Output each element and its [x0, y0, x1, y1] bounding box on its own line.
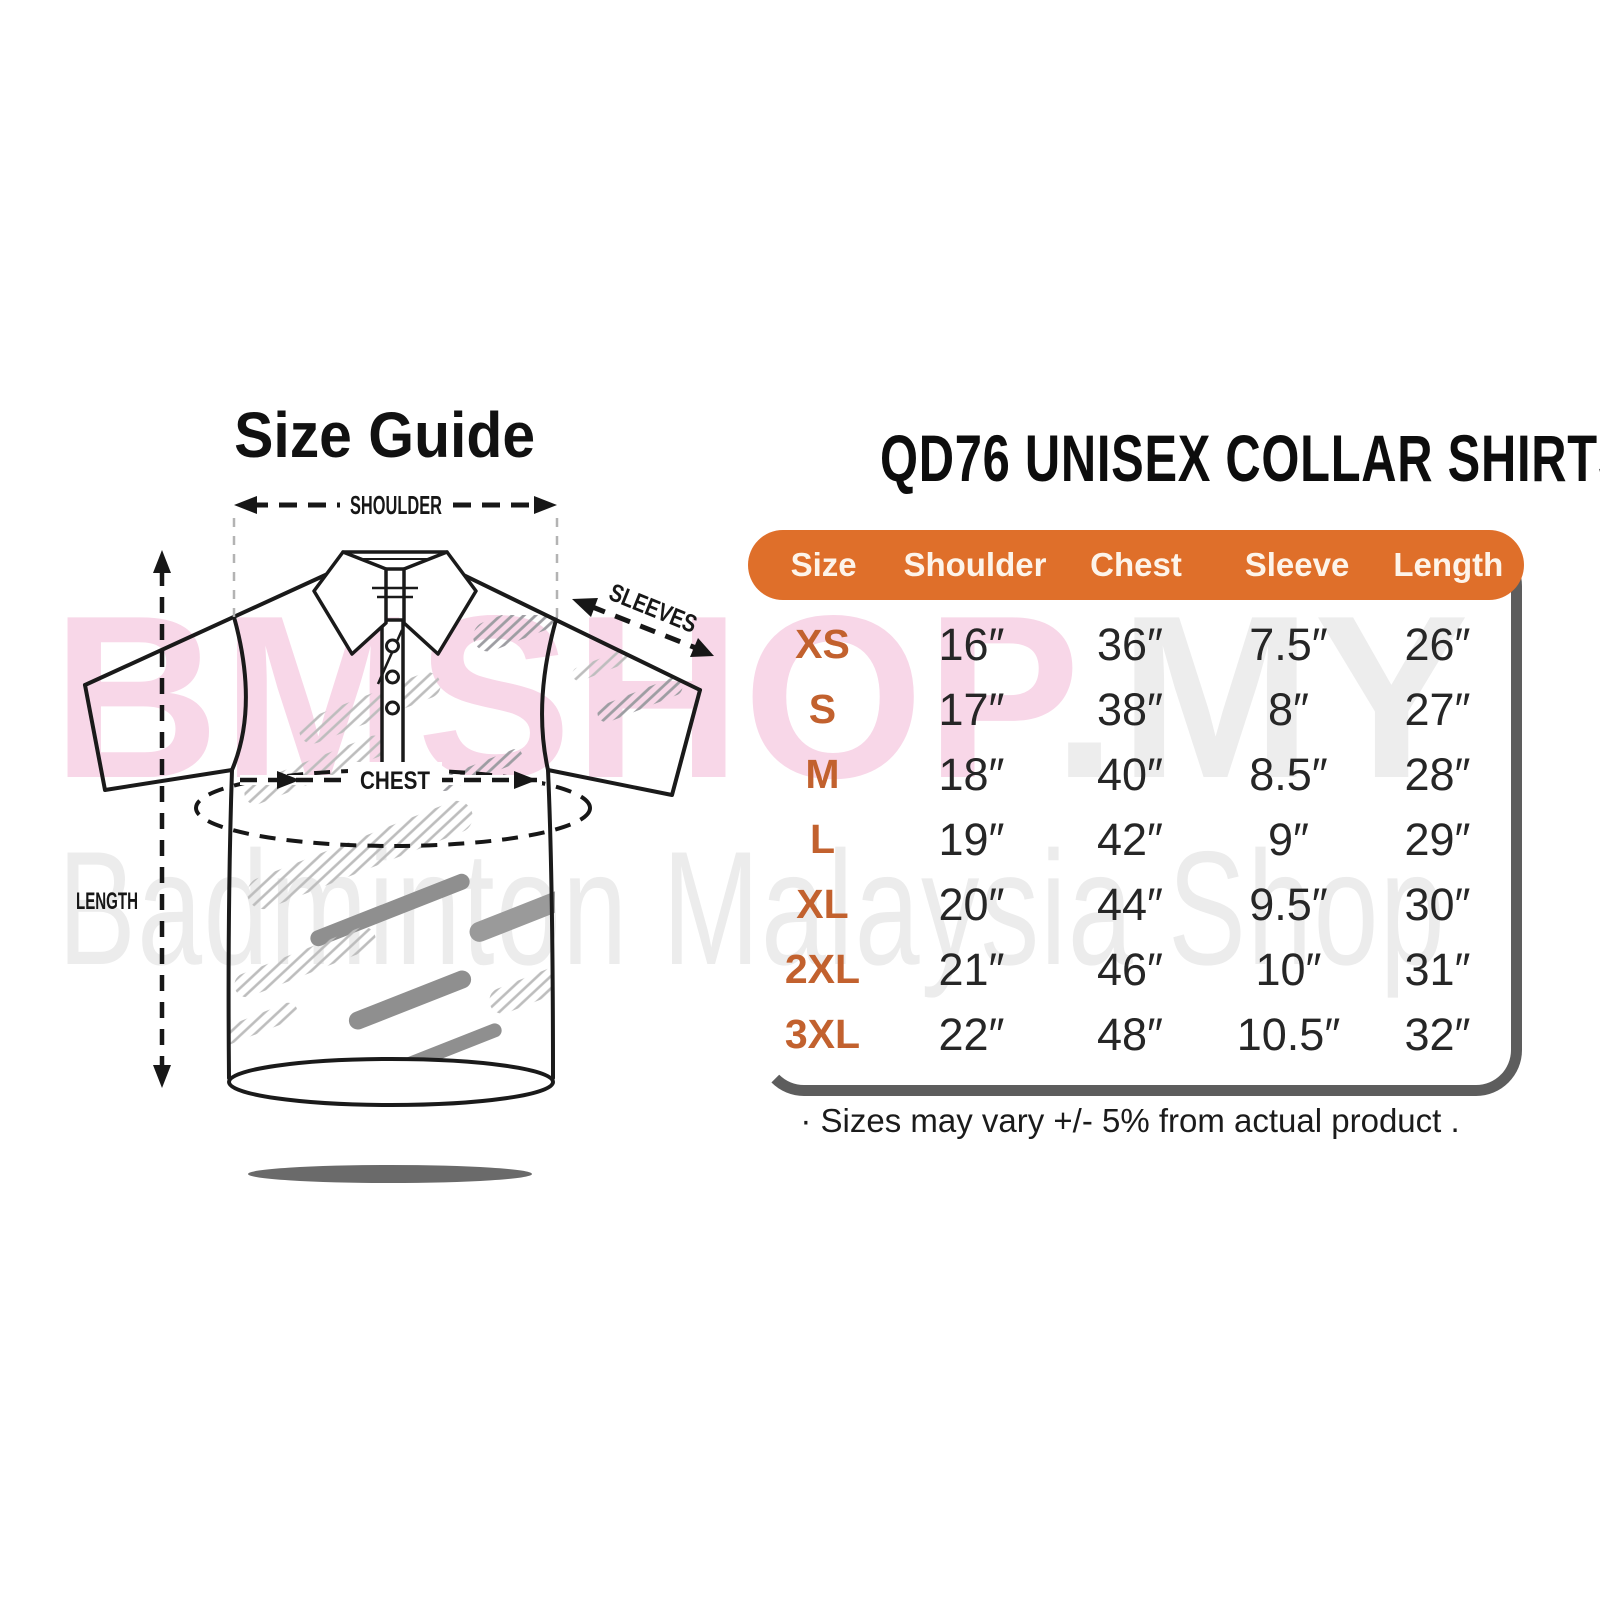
header-chest: Chest	[1090, 546, 1182, 583]
chest-label: CHEST	[360, 767, 430, 795]
sleeve-value: 10″	[1255, 943, 1322, 995]
button-icon	[385, 700, 400, 716]
arrow-right-icon	[514, 771, 537, 789]
sleeve-value: 10.5″	[1236, 1008, 1341, 1060]
table-row: M 18″ 40″ 8.5″ 28″	[748, 742, 1512, 807]
shoulder-value: 17″	[938, 683, 1005, 735]
size-disclaimer-note: · Sizes may vary +/- 5% from actual prod…	[800, 1102, 1460, 1139]
sleeve-value: 8″	[1268, 683, 1309, 735]
header-shoulder: Shoulder	[903, 546, 1047, 583]
length-label: LENGTH	[76, 888, 138, 915]
table-row: S 17″ 38″ 8″ 27″	[748, 677, 1512, 742]
size-table-card	[748, 530, 1512, 1086]
size-value: 2XL	[784, 946, 861, 992]
table-row: L 19″ 42″ 9″ 29″	[748, 807, 1512, 872]
chest-value: 38″	[1096, 683, 1163, 735]
shirt-measurement-diagram: SHOULDER SLEEVES CHEST LENGTH	[76, 486, 714, 1183]
product-title: QD76 UNISEX COLLAR SHIRTS	[879, 421, 1600, 495]
shirt-outline	[83, 564, 702, 1080]
chest-value: 44″	[1096, 878, 1163, 930]
shirt-brush-pattern	[229, 615, 558, 1073]
size-value: 3XL	[784, 1011, 861, 1057]
shirt-collar	[312, 550, 478, 656]
table-row: 3XL 22″ 48″ 10.5″ 32″	[748, 1002, 1512, 1067]
arrow-downright-icon	[690, 638, 714, 657]
length-value: 27″	[1404, 683, 1471, 735]
chest-measure: CHEST	[194, 762, 592, 848]
size-value: S	[808, 686, 837, 732]
shoulder-value: 18″	[938, 748, 1005, 800]
shoulder-value: 16″	[938, 618, 1005, 670]
table-row: XS 16″ 36″ 7.5″ 26″	[748, 612, 1512, 677]
size-value: M	[805, 751, 840, 797]
size-guide-title: Size Guide	[234, 399, 536, 471]
arrow-left-icon	[234, 496, 257, 514]
shoulder-value: 20″	[938, 878, 1005, 930]
table-header-row: Size Shoulder Chest Sleeve Length	[748, 530, 1524, 600]
size-value: XS	[795, 621, 850, 667]
chest-value: 48″	[1096, 1008, 1163, 1060]
length-value: 32″	[1404, 1008, 1471, 1060]
chest-value: 46″	[1096, 943, 1163, 995]
shoulder-measure: SHOULDER	[234, 486, 557, 524]
shirt-ground-shadow	[248, 1165, 532, 1183]
arrow-down-icon	[153, 1065, 171, 1088]
shoulder-value: 19″	[938, 813, 1005, 865]
length-value: 30″	[1404, 878, 1471, 930]
chest-value: 42″	[1096, 813, 1163, 865]
sleeves-measure: SLEEVES	[572, 578, 714, 657]
length-value: 26″	[1404, 618, 1471, 670]
sleeve-value: 8.5″	[1249, 748, 1328, 800]
shoulder-value: 22″	[938, 1008, 1005, 1060]
header-sleeve: Sleeve	[1244, 546, 1350, 583]
table-row: 2XL 21″ 46″ 10″ 31″	[748, 937, 1512, 1002]
chest-value: 36″	[1096, 618, 1163, 670]
button-icon	[385, 669, 400, 685]
size-table-body: XS 16″ 36″ 7.5″ 26″ S 17″ 38″ 8″ 27″ M 1…	[748, 612, 1512, 1067]
length-measure: LENGTH	[76, 550, 171, 1088]
button-icon	[385, 638, 400, 654]
length-value: 29″	[1404, 813, 1471, 865]
arrow-upleft-icon	[572, 598, 598, 617]
sleeve-value: 9.5″	[1249, 878, 1328, 930]
length-value: 31″	[1404, 943, 1471, 995]
sleeve-value: 7.5″	[1249, 618, 1328, 670]
arrow-right-icon	[534, 496, 557, 514]
sleeve-value: 9″	[1268, 813, 1309, 865]
shirt-hem	[227, 1057, 555, 1107]
chest-value: 40″	[1096, 748, 1163, 800]
shirt-placket	[376, 618, 405, 772]
shoulder-label: SHOULDER	[350, 490, 442, 520]
length-value: 28″	[1404, 748, 1471, 800]
header-size: Size	[790, 546, 857, 583]
table-row: XL 20″ 44″ 9.5″ 30″	[748, 872, 1512, 937]
shoulder-value: 21″	[938, 943, 1005, 995]
arrow-right-icon	[277, 771, 300, 789]
size-value: L	[809, 816, 835, 862]
size-value: XL	[796, 881, 849, 927]
arrow-up-icon	[153, 550, 171, 573]
header-length: Length	[1393, 546, 1504, 583]
